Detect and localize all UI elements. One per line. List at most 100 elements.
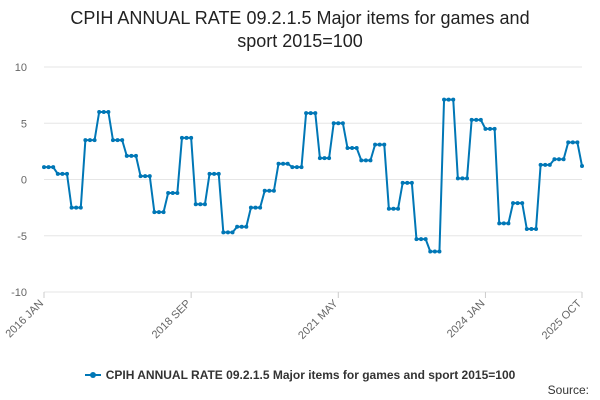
- data-point: [483, 126, 488, 131]
- legend: CPIH ANNUAL RATE 09.2.1.5 Major items fo…: [0, 365, 600, 382]
- data-point: [198, 202, 203, 207]
- data-point: [133, 153, 138, 158]
- data-point: [432, 249, 437, 254]
- data-point: [506, 221, 511, 226]
- data-point: [543, 162, 548, 167]
- data-point: [492, 126, 497, 131]
- data-point: [304, 111, 309, 116]
- data-point: [423, 237, 428, 242]
- y-tick-label: 0: [21, 175, 27, 187]
- data-point: [92, 138, 97, 143]
- data-point: [386, 206, 391, 211]
- data-point: [253, 205, 258, 210]
- data-point: [520, 201, 525, 206]
- data-point: [42, 165, 46, 170]
- data-point: [428, 249, 433, 254]
- data-point: [451, 97, 456, 102]
- chart-title: CPIH ANNUAL RATE 09.2.1.5 Major items fo…: [30, 7, 570, 53]
- data-point: [363, 158, 368, 163]
- data-point: [327, 156, 332, 161]
- data-point: [340, 121, 345, 126]
- data-point: [488, 126, 493, 131]
- data-point: [391, 206, 396, 211]
- data-point: [74, 205, 79, 210]
- data-point: [442, 97, 447, 102]
- legend-label: CPIH ANNUAL RATE 09.2.1.5 Major items fo…: [105, 368, 516, 382]
- data-point: [313, 111, 318, 116]
- data-point: [538, 162, 543, 167]
- data-point: [69, 205, 74, 210]
- data-point: [414, 237, 419, 242]
- data-point: [377, 142, 382, 147]
- data-point: [350, 146, 355, 150]
- data-point: [110, 138, 115, 143]
- data-point: [156, 210, 161, 215]
- data-point: [336, 121, 341, 126]
- x-tick-label: 2016 JAN: [3, 298, 46, 341]
- data-point: [212, 171, 217, 176]
- data-point: [419, 237, 424, 242]
- data-point: [207, 171, 212, 176]
- y-tick-label: 10: [15, 62, 27, 74]
- data-point: [478, 117, 483, 122]
- data-point: [570, 140, 575, 145]
- data-point: [529, 227, 534, 231]
- data-point: [216, 171, 221, 176]
- data-point: [446, 97, 451, 102]
- data-point: [60, 171, 65, 176]
- data-point: [552, 157, 557, 162]
- data-point: [331, 121, 336, 126]
- data-point: [78, 205, 83, 210]
- source-label: Source:: [547, 383, 589, 397]
- data-point: [368, 158, 373, 163]
- data-point: [511, 201, 516, 206]
- data-point: [524, 227, 529, 231]
- data-point: [322, 156, 327, 161]
- data-point: [97, 110, 102, 114]
- data-point: [465, 176, 470, 181]
- data-point: [230, 230, 235, 235]
- data-point: [170, 191, 175, 195]
- data-point: [308, 111, 313, 116]
- data-point: [575, 140, 580, 145]
- data-point: [235, 224, 240, 229]
- data-point: [474, 117, 479, 122]
- data-point: [515, 201, 520, 206]
- data-point: [262, 188, 267, 193]
- data-point: [120, 138, 125, 143]
- data-point: [101, 110, 106, 114]
- x-tick-label: 2024 JAN: [445, 298, 488, 341]
- data-point: [46, 165, 51, 170]
- data-point: [267, 188, 272, 193]
- data-point: [115, 138, 120, 143]
- data-point: [83, 138, 88, 143]
- data-point: [405, 180, 410, 185]
- data-point: [244, 224, 249, 229]
- x-tick-label: 2021 MAY: [296, 297, 341, 342]
- data-point: [143, 174, 148, 179]
- legend-marker-icon: [84, 372, 101, 378]
- data-point: [373, 142, 378, 147]
- data-point: [469, 117, 474, 122]
- data-point: [64, 171, 69, 176]
- data-point: [359, 158, 364, 163]
- data-point: [202, 202, 207, 207]
- data-point: [124, 153, 129, 158]
- data-point: [354, 146, 359, 150]
- x-tick-label: 2018 SEP: [150, 298, 194, 342]
- series-layer: [42, 97, 584, 254]
- data-point: [175, 191, 180, 195]
- data-point: [400, 180, 405, 185]
- data-point: [152, 210, 157, 215]
- data-point: [166, 191, 171, 195]
- data-point: [317, 156, 322, 161]
- data-point: [455, 176, 460, 181]
- x-tick-label: 2025 OCT: [540, 297, 585, 342]
- data-point: [345, 146, 350, 150]
- data-point: [239, 224, 244, 229]
- data-point: [129, 153, 134, 158]
- data-point: [497, 221, 502, 226]
- data-point: [248, 205, 253, 210]
